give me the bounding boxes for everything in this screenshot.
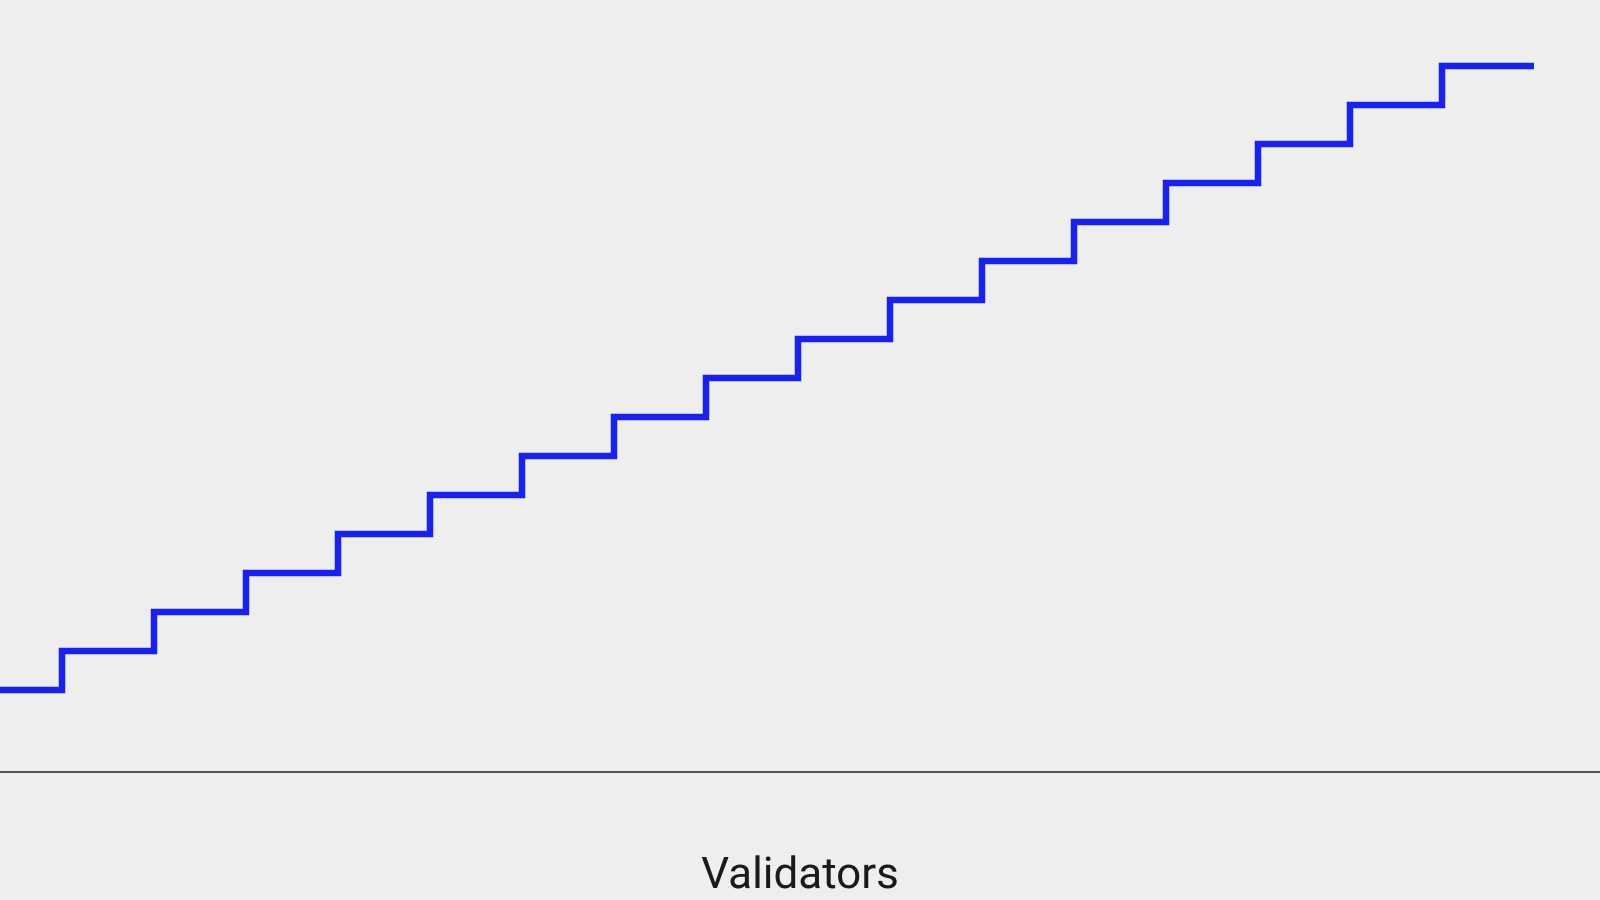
step-chart-svg	[0, 0, 1600, 900]
chart-container: Validators	[0, 0, 1600, 900]
step-line	[0, 66, 1534, 690]
x-axis-label: Validators	[701, 847, 899, 899]
